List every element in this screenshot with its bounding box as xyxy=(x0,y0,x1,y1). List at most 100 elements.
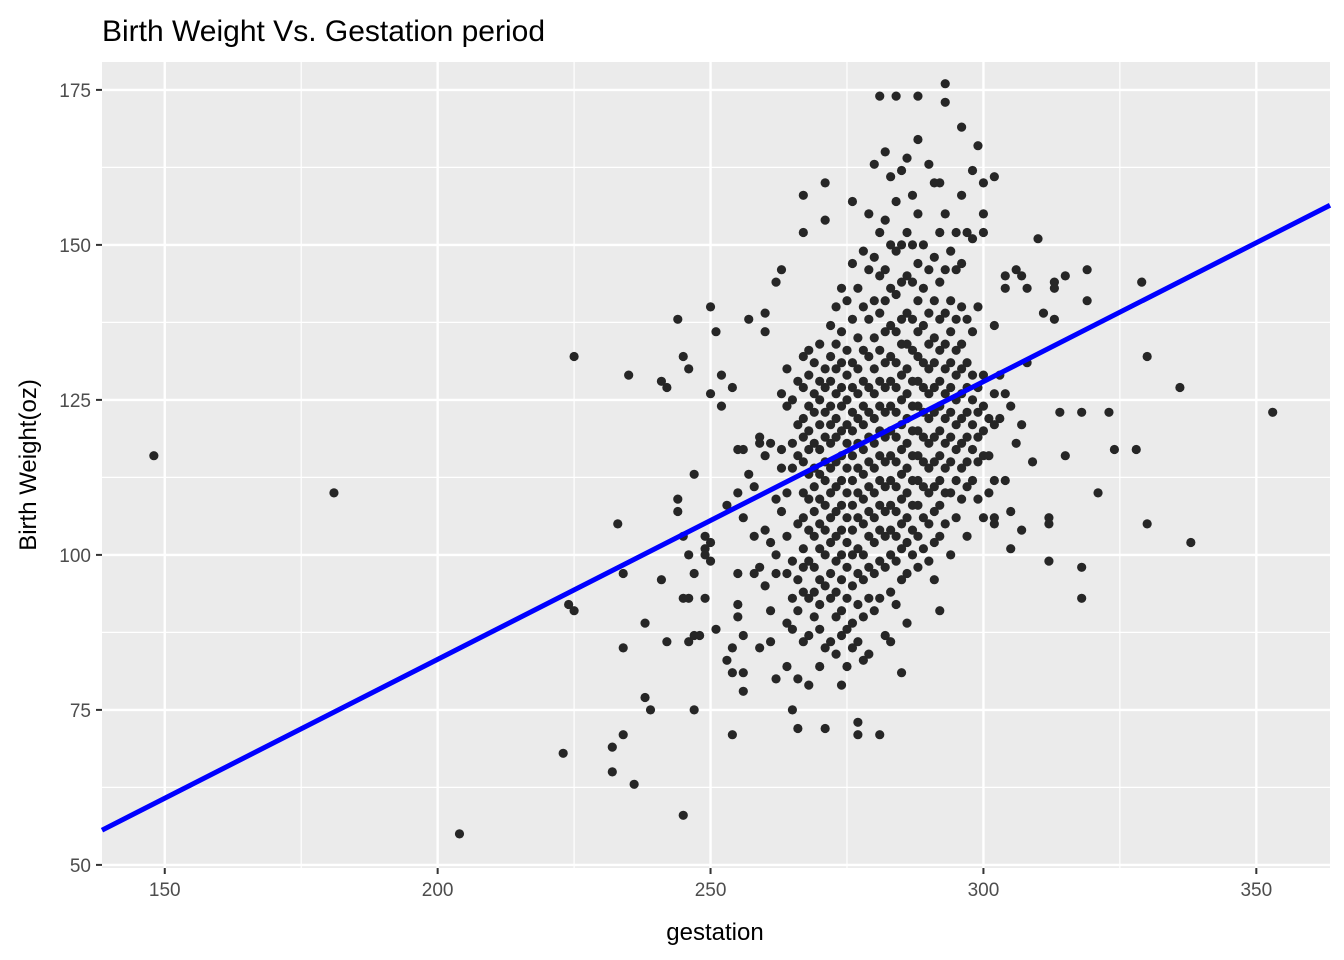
data-point xyxy=(787,593,798,603)
data-point xyxy=(771,494,781,504)
data-point xyxy=(869,252,879,262)
data-point xyxy=(771,550,781,560)
data-point xyxy=(645,705,656,715)
data-point xyxy=(902,488,912,498)
data-point xyxy=(1017,525,1027,535)
data-point xyxy=(858,519,868,529)
data-point xyxy=(940,413,950,424)
data-point xyxy=(804,370,814,380)
data-point xyxy=(613,519,623,529)
data-point xyxy=(836,525,847,535)
data-point xyxy=(815,469,825,479)
data-point xyxy=(875,91,885,101)
data-point xyxy=(913,531,923,541)
data-point xyxy=(842,420,852,430)
data-point xyxy=(826,376,836,386)
data-point xyxy=(809,438,819,448)
data-point xyxy=(913,351,923,362)
data-point xyxy=(902,438,912,448)
data-point xyxy=(624,370,634,380)
data-point xyxy=(618,730,628,740)
data-point xyxy=(946,550,956,560)
data-point xyxy=(869,568,879,579)
data-point xyxy=(875,556,885,566)
data-point xyxy=(1082,296,1092,306)
data-point xyxy=(744,314,754,324)
data-point xyxy=(820,382,830,393)
data-point xyxy=(891,382,901,393)
data-point xyxy=(858,401,868,411)
data-point xyxy=(907,525,918,535)
data-point xyxy=(771,674,781,684)
data-point xyxy=(842,438,852,448)
data-point xyxy=(853,389,863,399)
data-point xyxy=(858,550,868,560)
data-point xyxy=(869,513,879,523)
data-point xyxy=(924,364,934,374)
data-point xyxy=(831,413,841,424)
data-point xyxy=(962,314,972,324)
data-point xyxy=(984,451,994,461)
data-point xyxy=(875,345,885,355)
data-point xyxy=(896,444,907,455)
data-point xyxy=(935,426,945,436)
data-point xyxy=(902,463,912,473)
data-point xyxy=(907,277,918,287)
data-point xyxy=(962,457,972,467)
data-point xyxy=(820,581,830,591)
data-point xyxy=(831,482,841,492)
data-point xyxy=(842,463,852,473)
data-point xyxy=(847,258,858,269)
data-point xyxy=(940,97,950,107)
data-point xyxy=(957,413,967,424)
data-point xyxy=(929,537,939,548)
data-point xyxy=(727,382,737,393)
data-point xyxy=(820,500,830,510)
data-point xyxy=(896,575,907,585)
data-point xyxy=(1077,562,1087,572)
data-point xyxy=(809,389,819,399)
data-point xyxy=(875,227,885,238)
data-point xyxy=(967,475,978,486)
data-point xyxy=(864,265,874,275)
data-point xyxy=(924,308,934,318)
data-point xyxy=(962,407,972,417)
data-point xyxy=(984,413,994,424)
data-point xyxy=(689,568,699,579)
data-point xyxy=(1017,420,1027,430)
data-point xyxy=(847,407,858,417)
x-axis-ticks: 150 200 250 300 350 xyxy=(149,868,1272,901)
data-point xyxy=(1175,382,1185,393)
data-point xyxy=(847,451,858,461)
data-point xyxy=(820,475,830,486)
data-point xyxy=(896,370,907,380)
data-point xyxy=(864,649,874,659)
data-point xyxy=(1268,407,1278,417)
data-point xyxy=(858,655,868,665)
data-point xyxy=(765,637,776,647)
data-point xyxy=(776,389,787,399)
data-point xyxy=(896,395,907,405)
data-point xyxy=(656,575,667,585)
data-point xyxy=(831,339,841,349)
data-point xyxy=(896,277,907,287)
data-point xyxy=(1082,265,1092,275)
data-point xyxy=(820,550,830,560)
data-point xyxy=(913,327,923,337)
data-point xyxy=(836,630,847,641)
data-point xyxy=(684,593,694,603)
data-point xyxy=(815,575,825,585)
data-point xyxy=(1093,488,1103,498)
data-point xyxy=(891,196,901,207)
data-point xyxy=(907,314,918,324)
data-point xyxy=(913,91,923,101)
data-point xyxy=(951,475,961,486)
data-point xyxy=(929,575,939,585)
data-point xyxy=(940,209,950,219)
data-point xyxy=(836,575,847,585)
data-point xyxy=(918,358,928,368)
data-point xyxy=(716,401,727,411)
data-point xyxy=(798,513,808,523)
data-point xyxy=(989,172,999,182)
data-point xyxy=(951,420,961,430)
